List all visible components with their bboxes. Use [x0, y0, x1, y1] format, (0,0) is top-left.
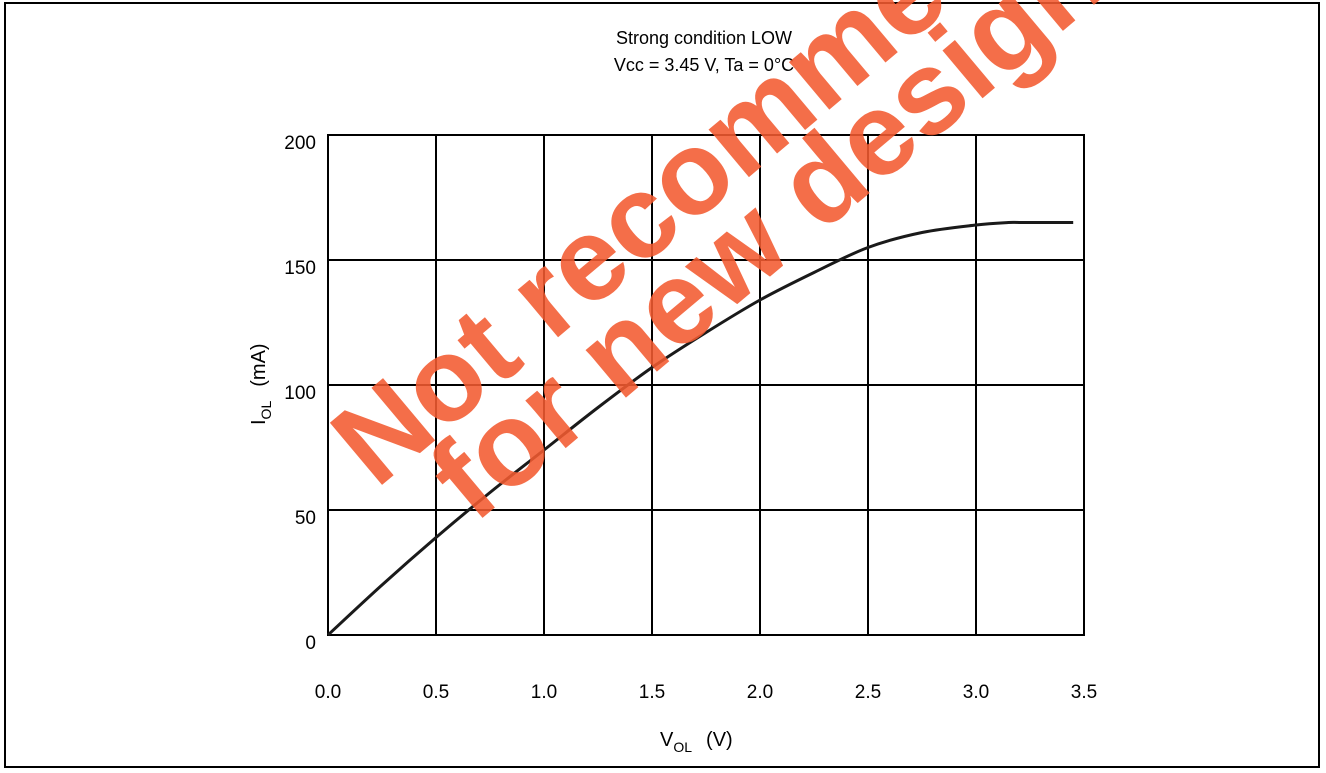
x-axis-label-unit: (V) [706, 729, 733, 751]
y-tick-label: 50 [295, 508, 316, 529]
grid [327, 134, 1085, 636]
x-tick-label: 1.5 [639, 682, 665, 703]
x-tick-label: 2.0 [747, 682, 773, 703]
x-tick-label: 3.5 [1071, 682, 1097, 703]
y-tick-label: 100 [284, 383, 316, 404]
chart-subtitle: Vcc = 3.45 V, Ta = 0°C [614, 55, 794, 75]
x-tick-label: 3.0 [963, 682, 989, 703]
y-axis-label-group: IOL (mA) [248, 343, 274, 425]
watermark: Not recommended for new design [308, 0, 1186, 545]
series-line [326, 220, 1074, 637]
x-axis-label: VOL (V) [660, 729, 733, 755]
x-axis-label-main: V [660, 729, 674, 751]
y-axis-label: IOL (mA) [248, 343, 274, 425]
x-tick-label: 0.0 [315, 682, 341, 703]
y-tick-label: 0 [305, 633, 316, 654]
y-axis-label-sub: OL [258, 401, 274, 420]
y-axis-label-unit: (mA) [248, 343, 270, 386]
y-tick-label: 200 [284, 133, 316, 154]
x-tick-label: 1.0 [531, 682, 557, 703]
x-tick-labels: 0.0 0.5 1.0 1.5 2.0 2.5 3.0 3.5 [315, 682, 1097, 703]
y-tick-label: 150 [284, 258, 316, 279]
curve-layer [326, 220, 1074, 637]
x-tick-label: 0.5 [423, 682, 449, 703]
chart-title: Strong condition LOW [616, 28, 792, 48]
y-tick-labels: 0 50 100 150 200 [284, 133, 316, 654]
plot-area-border [327, 134, 1085, 636]
x-tick-label: 2.5 [855, 682, 881, 703]
y-axis-label-main: I [248, 419, 270, 425]
x-axis-label-sub: OL [673, 739, 692, 755]
